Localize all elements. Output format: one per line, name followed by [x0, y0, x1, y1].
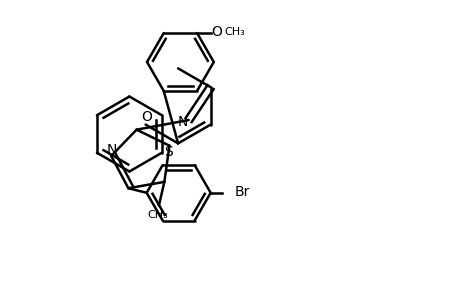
Text: N: N	[177, 115, 187, 129]
Text: Br: Br	[234, 185, 249, 199]
Text: CH₃: CH₃	[147, 210, 168, 220]
Text: S: S	[163, 145, 172, 159]
Text: O: O	[141, 110, 152, 124]
Text: N: N	[106, 143, 117, 158]
Text: O: O	[210, 25, 221, 39]
Text: CH₃: CH₃	[224, 27, 245, 37]
